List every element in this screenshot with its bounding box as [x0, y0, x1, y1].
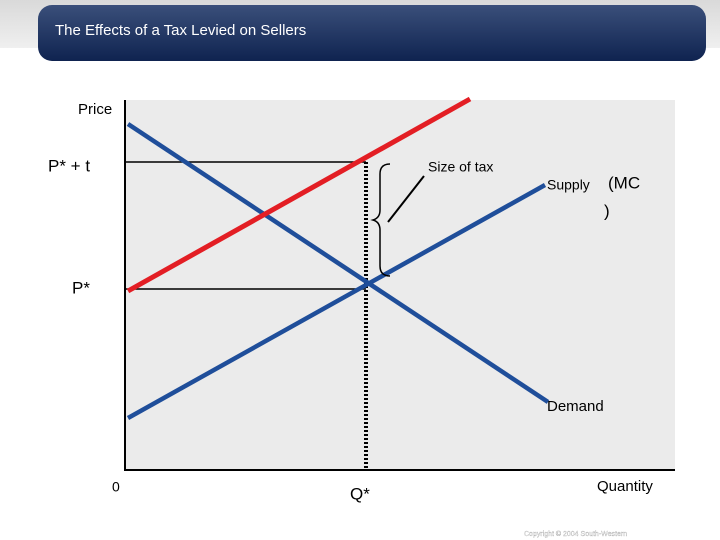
demand-label: Demand — [547, 398, 604, 415]
x-axis-label: Quantity — [597, 478, 653, 495]
origin-label: 0 — [112, 479, 120, 495]
price-with-tax-label: P* + t — [48, 156, 90, 175]
tax-pointer — [387, 175, 425, 223]
size-of-tax-label: Size of tax — [428, 159, 493, 175]
supply-curve — [126, 183, 547, 420]
supply-mc-close: ) — [604, 201, 610, 220]
supply-mc-label: (MC — [608, 173, 640, 192]
demand-curve — [126, 122, 550, 404]
tax-brace — [370, 163, 391, 277]
copyright: Copyright © 2004 South-Western — [524, 530, 627, 538]
quantity-label: Q* — [350, 484, 370, 503]
supply-label: Supply — [547, 177, 590, 193]
taxed-supply-curve — [126, 96, 472, 294]
price-label: P* — [72, 278, 90, 297]
slide-title: The Effects of a Tax Levied on Sellers — [55, 22, 306, 39]
title-banner — [38, 5, 706, 61]
y-axis-label: Price — [78, 101, 112, 118]
